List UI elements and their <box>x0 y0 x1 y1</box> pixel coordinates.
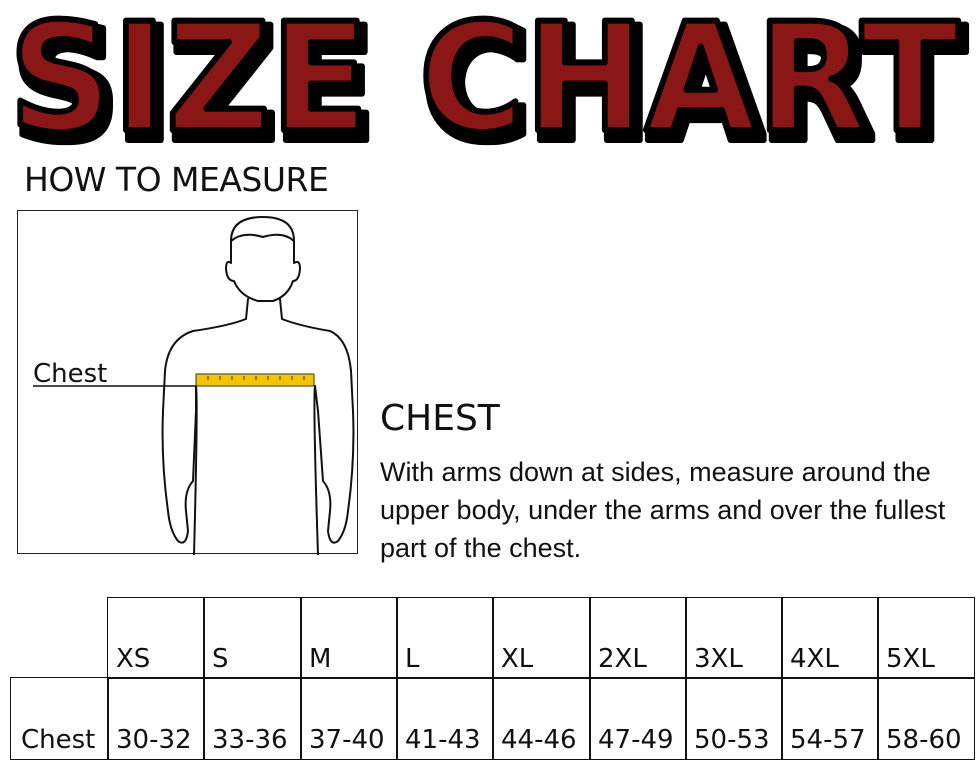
chest-heading: CHEST <box>380 398 500 439</box>
size-header-cell: XL <box>492 597 591 679</box>
size-header-cell: L <box>396 597 494 679</box>
chest-value-cell-text: 37-40 <box>309 725 385 755</box>
row-label-chest-text: Chest <box>21 725 96 755</box>
chest-value-cell: 54-57 <box>781 677 879 760</box>
chest-value-cell-text: 30-32 <box>116 725 192 755</box>
chest-value-cell: 37-40 <box>300 677 398 760</box>
size-header-cell: 5XL <box>877 597 975 679</box>
chest-value-cell: 58-60 <box>877 677 975 760</box>
size-header-cell-text: 5XL <box>886 644 935 674</box>
size-header-cell-text: 3XL <box>694 644 743 674</box>
row-label-chest: Chest <box>10 677 109 760</box>
how-to-measure-heading: HOW TO MEASURE <box>24 160 329 199</box>
size-header-cell-text: L <box>405 644 420 674</box>
size-header-cell: 3XL <box>685 597 783 679</box>
chest-figure-label: Chest <box>33 359 107 389</box>
size-header-cell: S <box>203 597 302 679</box>
body-outline-illustration: Chest <box>33 216 355 556</box>
chest-value-cell: 44-46 <box>492 677 591 760</box>
size-header-cell-text: 4XL <box>790 644 839 674</box>
size-header-cell: 2XL <box>589 597 687 679</box>
chest-value-cell-text: 41-43 <box>405 725 481 755</box>
size-header-cell-text: 2XL <box>598 644 647 674</box>
measuring-tape <box>195 373 315 387</box>
chest-value-cell-text: 58-60 <box>886 725 962 755</box>
chest-value-cell: 50-53 <box>685 677 783 760</box>
size-header-cell-text: M <box>309 644 332 674</box>
size-header-cell-text: XS <box>116 644 151 674</box>
chest-value-cell-text: 33-36 <box>212 725 288 755</box>
chest-value-cell: 41-43 <box>396 677 494 760</box>
size-header-cell-text: XL <box>501 644 534 674</box>
chest-value-cell-text: 47-49 <box>598 725 674 755</box>
size-header-cell: XS <box>107 597 205 679</box>
chest-value-cell-text: 50-53 <box>694 725 770 755</box>
chest-value-cell: 30-32 <box>107 677 205 760</box>
chest-value-cell-text: 44-46 <box>501 725 577 755</box>
size-header-cell: M <box>300 597 398 679</box>
chest-value-cell: 47-49 <box>589 677 687 760</box>
measure-figure: Chest <box>17 210 358 556</box>
size-header-cell: 4XL <box>781 597 879 679</box>
chest-value-cell-text: 54-57 <box>790 725 866 755</box>
size-header-cell-text: S <box>212 644 229 674</box>
chest-description: With arms down at sides, measure around … <box>380 457 946 563</box>
chest-value-cell: 33-36 <box>203 677 302 760</box>
title-text: SIZE CHART <box>9 0 959 150</box>
size-chart-title: SIZE CHART <box>6 0 962 150</box>
